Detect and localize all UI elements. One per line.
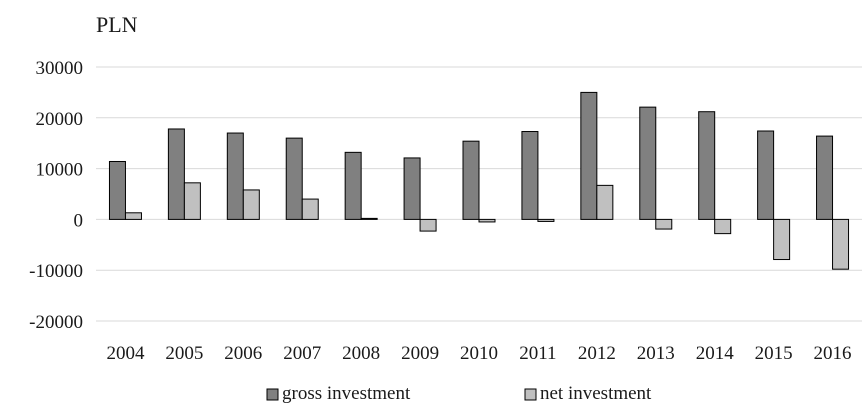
x-tick-label: 2012 [578, 343, 616, 364]
bar-net-2007 [301, 198, 319, 220]
bar-net-2014 [714, 218, 732, 235]
y-tick-label: 30000 [36, 58, 84, 79]
bar-gross-2010 [462, 140, 480, 220]
bar-gross-2012 [580, 91, 598, 220]
bar-net-2011 [537, 218, 555, 222]
y-axis-ticks: 30000 20000 10000 0 -10000 -20000 [29, 58, 83, 333]
y-tick-label: 10000 [36, 160, 84, 181]
bar-gross-2004 [108, 160, 126, 220]
legend-label-gross-investment: gross investment [282, 383, 411, 403]
legend-label-net-investment: net investment [540, 383, 652, 403]
x-tick-label: 2004 [106, 343, 145, 364]
bars [108, 91, 850, 270]
x-tick-label: 2007 [283, 343, 321, 364]
x-tick-label: 2010 [460, 343, 498, 364]
bar-gross-2007 [285, 137, 303, 220]
y-tick-label: -20000 [29, 312, 83, 333]
bar-gross-2013 [639, 106, 657, 220]
bar-net-2013 [655, 218, 673, 230]
bar-gross-2015 [757, 130, 775, 220]
x-tick-label: 2009 [401, 343, 439, 364]
y-tick-label: -10000 [29, 261, 83, 282]
bar-net-2015 [773, 218, 791, 261]
unit-label: PLN [96, 12, 138, 37]
bar-net-2008 [360, 217, 378, 220]
x-tick-label: 2015 [755, 343, 793, 364]
bar-net-2016 [832, 218, 850, 270]
bar-net-2010 [478, 218, 496, 223]
y-tick-label: 0 [74, 210, 84, 231]
bar-gross-2016 [816, 135, 834, 220]
bar-gross-2011 [521, 131, 539, 220]
x-tick-label: 2014 [696, 343, 735, 364]
bar-gross-2014 [698, 111, 716, 220]
bar-net-2012 [596, 184, 614, 220]
bar-gross-2009 [403, 157, 421, 220]
bar-net-2006 [242, 189, 260, 220]
bar-gross-2008 [344, 151, 362, 220]
y-tick-label: 20000 [36, 109, 84, 130]
x-tick-label: 2008 [342, 343, 380, 364]
legend: gross investment net investment [266, 383, 652, 404]
x-tick-label: 2016 [814, 343, 852, 364]
x-tick-label: 2013 [637, 343, 675, 364]
x-tick-label: 2005 [165, 343, 203, 364]
x-tick-label: 2006 [224, 343, 262, 364]
bar-gross-2006 [226, 132, 244, 220]
legend-swatch-gross-investment [266, 388, 279, 401]
x-tick-label: 2011 [519, 343, 556, 364]
x-axis-ticks: 2004 2005 2006 2007 2008 2009 2010 2011 2012 2013… [106, 343, 851, 364]
bar-gross-2005 [167, 128, 185, 220]
bar-net-2009 [419, 218, 437, 232]
bar-net-2004 [124, 212, 142, 220]
legend-swatch-net-investment [524, 388, 537, 401]
bar-net-2005 [183, 182, 201, 220]
